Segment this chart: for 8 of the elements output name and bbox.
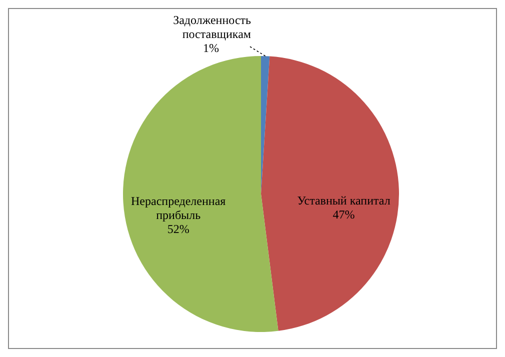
data-label: 52%	[167, 222, 190, 236]
data-label: 1%	[203, 41, 219, 55]
slice-label: Уставный капитал	[297, 193, 390, 208]
slice-label: Нераспределенная прибыль	[131, 194, 226, 222]
pie-slice	[261, 56, 399, 331]
pie-slice	[123, 56, 278, 332]
slice-label: Задолженность поставщикам	[173, 13, 252, 41]
data-label: 47%	[332, 207, 355, 222]
